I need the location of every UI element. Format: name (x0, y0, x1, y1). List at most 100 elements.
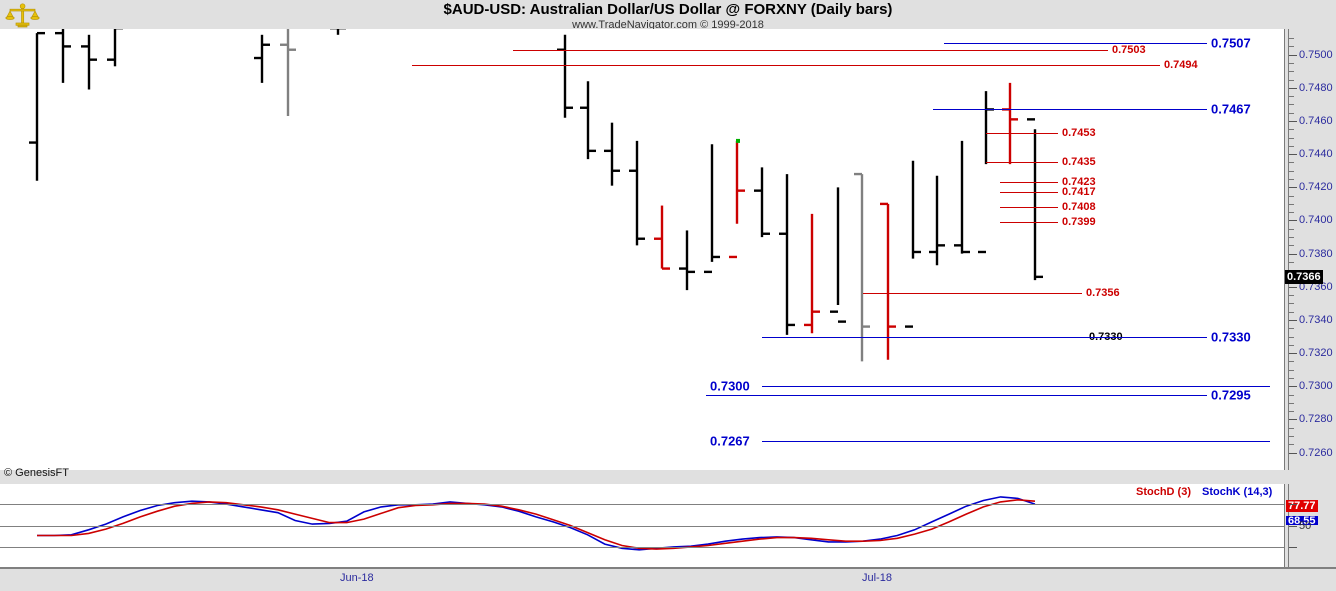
price-level-label: 0.7507 (1211, 35, 1251, 51)
axis-tick-minor (1289, 303, 1294, 305)
axis-label: 0.7320 (1299, 347, 1333, 360)
axis-tick (1289, 319, 1297, 321)
axis-tick-minor (1289, 237, 1294, 239)
axis-tick (1289, 54, 1297, 56)
axis-tick (1289, 452, 1297, 454)
price-level-line[interactable] (762, 386, 1270, 388)
axis-tick-minor (1289, 212, 1294, 214)
ohlc-bar (254, 34, 270, 83)
stochastic-curves (37, 496, 1036, 551)
price-level-line[interactable] (986, 132, 1058, 134)
axis-tick-minor (1289, 179, 1294, 181)
price-level-line[interactable] (1000, 207, 1058, 209)
indicator-reference-line (0, 504, 1284, 506)
price-level-line[interactable] (944, 43, 1207, 45)
price-level-line[interactable] (762, 336, 1207, 338)
axis-tick (1289, 419, 1297, 421)
axis-tick-minor (1289, 369, 1294, 371)
axis-tick-minor (1289, 402, 1294, 404)
axis-tick-minor (1289, 46, 1294, 48)
indicator-axis-rule (1288, 484, 1289, 567)
axis-tick-minor (1289, 71, 1294, 73)
axis-tick-minor (1289, 96, 1294, 98)
ohlc-bar (330, 29, 346, 35)
axis-tick-minor (1289, 145, 1294, 147)
stochd-legend-label: StochD (3) (1136, 486, 1191, 498)
ohlc-bar (704, 144, 720, 274)
axis-tick-minor (1289, 361, 1294, 363)
axis-tick-minor (1289, 195, 1294, 197)
page-title: $AUD-USD: Australian Dollar/US Dollar @ … (443, 1, 893, 18)
date-axis-strip (0, 567, 1336, 591)
ohlc-bar (29, 31, 45, 181)
price-level-line[interactable] (1000, 222, 1058, 224)
price-axis[interactable] (1285, 29, 1336, 567)
ohlc-bar (729, 140, 745, 259)
axis-tick-minor (1289, 203, 1294, 205)
price-level-line[interactable] (762, 440, 1270, 442)
indicator-axis-tick (1289, 504, 1297, 506)
ohlc-bar (557, 34, 573, 118)
axis-tick-minor (1289, 228, 1294, 230)
ohlc-bar (1027, 118, 1043, 281)
ohlc-bar (280, 29, 296, 117)
axis-tick-minor (1289, 377, 1294, 379)
price-level-label: 0.7435 (1062, 156, 1096, 169)
axis-label: 0.7440 (1299, 148, 1333, 161)
axis-tick-minor (1289, 62, 1294, 64)
price-level-label: 0.7356 (1086, 287, 1120, 300)
price-level-line[interactable] (863, 293, 1082, 295)
price-level-label: 0.7300 (710, 378, 750, 394)
axis-tick-minor (1289, 112, 1294, 114)
price-level-line[interactable] (706, 394, 1207, 396)
axis-label: 0.7260 (1299, 446, 1333, 459)
axis-tick-minor (1289, 328, 1294, 330)
price-level-line[interactable] (986, 162, 1058, 164)
price-level-line[interactable] (1000, 192, 1058, 194)
indicator-series-line (37, 498, 1036, 550)
price-level-label: 0.7494 (1164, 58, 1198, 71)
axis-label: 0.7420 (1299, 181, 1333, 194)
ohlc-bar (107, 29, 123, 67)
axis-label: 0.7480 (1299, 81, 1333, 94)
indicator-axis-tick (1289, 546, 1297, 548)
price-level-label: 0.7267 (710, 433, 750, 449)
price-level-line[interactable] (412, 64, 1160, 66)
axis-label: 0.7380 (1299, 247, 1333, 260)
axis-tick (1289, 154, 1297, 156)
ohlc-bar (55, 29, 71, 83)
date-axis-label: Jul-18 (862, 572, 892, 584)
price-level-label: 0.7423 (1062, 176, 1096, 189)
axis-tick-minor (1289, 336, 1294, 338)
chart-header: $AUD-USD: Australian Dollar/US Dollar @ … (0, 0, 1336, 31)
indicator-reference-line (0, 525, 1284, 527)
price-level-label: 0.7330 (1211, 329, 1251, 345)
ohlc-bar (779, 174, 795, 335)
stochk-value-tag: 68.55 (1286, 516, 1318, 526)
price-level-line[interactable] (1000, 182, 1058, 184)
axis-tick-minor (1289, 444, 1294, 446)
price-level-label: 0.7408 (1062, 201, 1096, 214)
ohlc-bar (81, 34, 97, 90)
price-level-label: 0.7295 (1211, 387, 1251, 403)
price-level-label: 0.7467 (1211, 101, 1251, 117)
price-chart-pane[interactable] (0, 29, 1285, 470)
axis-label: 0.7400 (1299, 214, 1333, 227)
axis-tick-minor (1289, 245, 1294, 247)
indicator-axis-tick (1289, 525, 1297, 527)
chart-subtitle: www.TradeNavigator.com © 1999-2018 (572, 19, 764, 31)
price-level-line[interactable] (933, 109, 1207, 111)
axis-tick (1289, 353, 1297, 355)
ohlc-bar (629, 140, 645, 246)
date-axis-label: Jun-18 (340, 572, 374, 584)
ohlc-bar (929, 175, 945, 266)
price-level-line[interactable] (513, 49, 1108, 51)
scales-logo-icon (5, 2, 41, 30)
price-level-label: 0.7453 (1062, 126, 1096, 139)
axis-tick (1289, 286, 1297, 288)
axis-tick-minor (1289, 38, 1294, 40)
axis-tick (1289, 121, 1297, 122)
axis-tick (1289, 87, 1297, 89)
axis-tick-minor (1289, 394, 1294, 396)
